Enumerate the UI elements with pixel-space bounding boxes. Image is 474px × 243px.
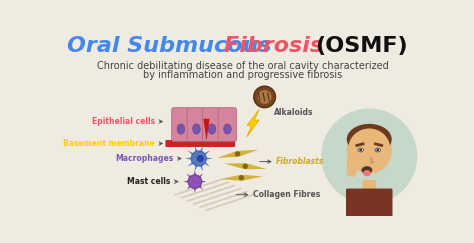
Polygon shape <box>187 174 192 179</box>
Polygon shape <box>187 150 194 156</box>
Ellipse shape <box>208 124 216 134</box>
Text: (OSMF): (OSMF) <box>315 36 408 56</box>
Ellipse shape <box>375 148 381 152</box>
Ellipse shape <box>347 126 392 174</box>
Circle shape <box>196 177 198 180</box>
Circle shape <box>198 181 200 183</box>
Polygon shape <box>193 187 196 193</box>
Polygon shape <box>185 157 192 160</box>
Ellipse shape <box>358 148 364 152</box>
Circle shape <box>239 175 244 181</box>
Circle shape <box>196 184 198 186</box>
Polygon shape <box>217 151 238 158</box>
Polygon shape <box>198 184 203 190</box>
Text: Alkaloids: Alkaloids <box>274 108 313 117</box>
Polygon shape <box>183 180 190 183</box>
Ellipse shape <box>258 90 272 104</box>
Circle shape <box>191 151 207 166</box>
Polygon shape <box>194 145 198 153</box>
FancyBboxPatch shape <box>362 180 376 193</box>
FancyBboxPatch shape <box>172 108 190 142</box>
Text: by inflammation and progressive fibrosis: by inflammation and progressive fibrosis <box>143 70 343 80</box>
Ellipse shape <box>254 86 275 108</box>
Text: Epithelial cells: Epithelial cells <box>92 117 155 126</box>
Ellipse shape <box>224 124 231 134</box>
Ellipse shape <box>347 124 392 155</box>
Polygon shape <box>220 175 241 181</box>
Text: Fibroblasts: Fibroblasts <box>276 157 325 166</box>
Text: Macrophages: Macrophages <box>116 154 174 163</box>
Polygon shape <box>200 164 203 172</box>
Polygon shape <box>193 170 196 176</box>
FancyBboxPatch shape <box>346 189 392 219</box>
Circle shape <box>188 175 202 189</box>
Polygon shape <box>194 164 198 172</box>
Ellipse shape <box>177 124 185 134</box>
Circle shape <box>243 164 248 169</box>
Ellipse shape <box>363 170 371 176</box>
Polygon shape <box>203 161 210 167</box>
Polygon shape <box>205 157 213 160</box>
Circle shape <box>235 151 240 156</box>
Circle shape <box>192 184 194 186</box>
Text: Collagen Fibres: Collagen Fibres <box>253 190 320 199</box>
Text: Mast cells: Mast cells <box>128 177 171 186</box>
Text: Basement membrane: Basement membrane <box>64 139 155 148</box>
Polygon shape <box>237 150 258 157</box>
Circle shape <box>192 177 194 180</box>
Circle shape <box>376 149 379 151</box>
FancyBboxPatch shape <box>202 108 221 142</box>
Polygon shape <box>245 163 266 169</box>
Polygon shape <box>241 175 263 181</box>
Ellipse shape <box>362 166 373 174</box>
Polygon shape <box>187 161 194 167</box>
Polygon shape <box>198 174 203 179</box>
Polygon shape <box>203 150 210 156</box>
Polygon shape <box>201 180 207 183</box>
Circle shape <box>359 149 362 151</box>
Polygon shape <box>200 145 203 153</box>
Polygon shape <box>203 119 210 140</box>
Ellipse shape <box>348 129 390 169</box>
Circle shape <box>321 108 417 204</box>
FancyBboxPatch shape <box>187 108 206 142</box>
Text: Oral Submucous: Oral Submucous <box>67 36 279 56</box>
Circle shape <box>190 181 192 183</box>
Text: Chronic debilitating disease of the oral cavity characterized: Chronic debilitating disease of the oral… <box>97 61 389 71</box>
Polygon shape <box>224 163 246 169</box>
Ellipse shape <box>192 124 200 134</box>
Polygon shape <box>187 184 192 190</box>
Text: Fibrosis: Fibrosis <box>224 36 330 56</box>
FancyBboxPatch shape <box>165 140 235 147</box>
FancyBboxPatch shape <box>347 158 356 175</box>
Ellipse shape <box>347 163 357 177</box>
Circle shape <box>197 155 204 162</box>
Polygon shape <box>247 109 259 137</box>
FancyBboxPatch shape <box>218 108 237 142</box>
